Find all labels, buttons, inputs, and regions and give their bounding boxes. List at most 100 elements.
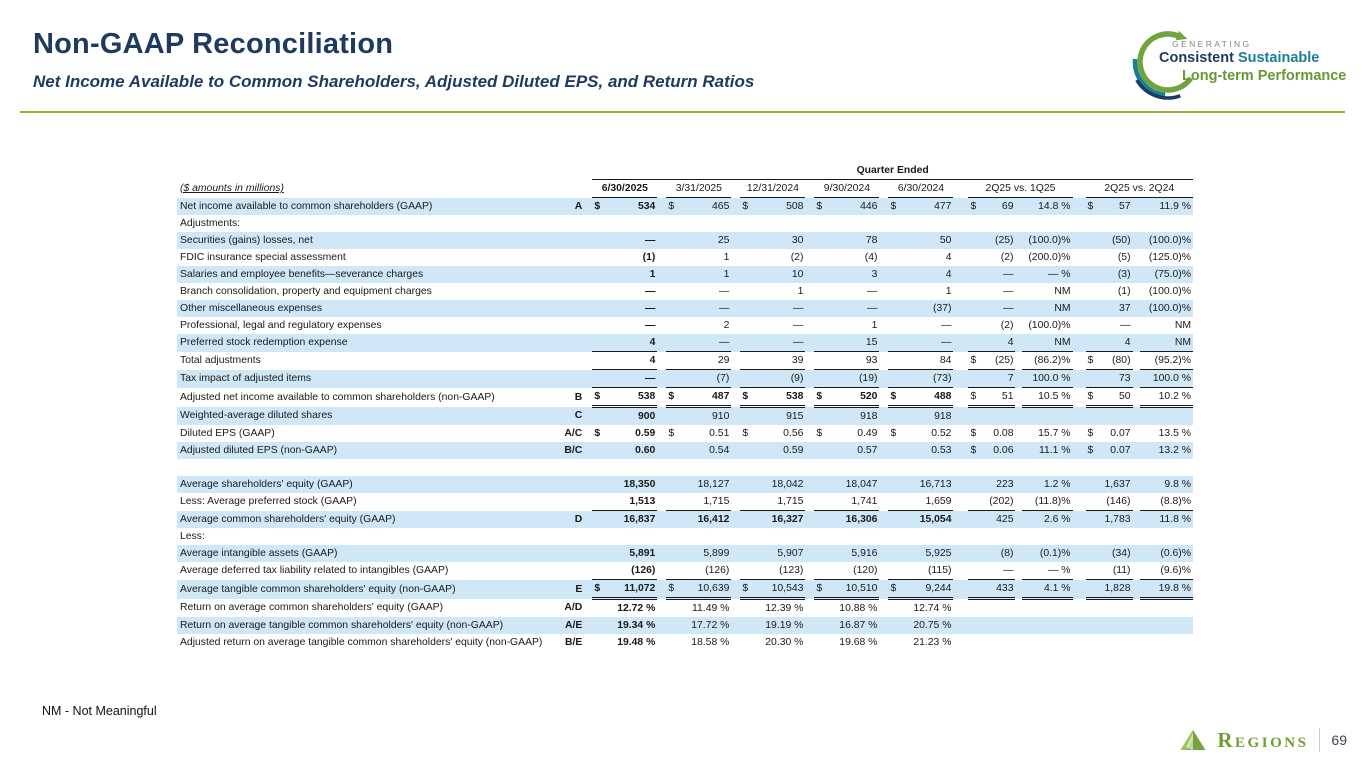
cell — [657, 300, 667, 317]
cell-value: 488 — [901, 387, 954, 408]
cell — [1132, 442, 1140, 459]
cell-dollar — [968, 634, 980, 651]
cell — [1015, 334, 1023, 352]
footer: Regions 69 — [1180, 724, 1347, 756]
cell-percent: (100.0)% — [1139, 232, 1193, 249]
cell-value: 223 — [980, 476, 1016, 493]
cell-value: — — [867, 286, 878, 297]
cell-dollar: $ — [740, 197, 754, 215]
cell-value: 18.58 % — [691, 637, 730, 648]
cell-dollar — [1085, 476, 1098, 493]
row-label: Adjusted diluted EPS (non-GAAP) — [177, 442, 561, 459]
cell-value — [980, 599, 1015, 618]
table-row: Less: Average preferred stock (GAAP) 1,51… — [177, 493, 1193, 511]
cell-value: (2) — [1000, 252, 1014, 263]
row-ref: A/E — [560, 617, 584, 634]
cell — [731, 579, 741, 599]
cell — [731, 300, 741, 317]
spacer-row — [177, 459, 1193, 476]
cell-dollar — [814, 232, 828, 249]
cell-dollar — [968, 215, 980, 232]
cell-dollar — [592, 617, 606, 634]
cell-percent: NM — [1139, 334, 1193, 352]
cell — [583, 197, 593, 215]
cell — [879, 300, 889, 317]
table-row: Average intangible assets (GAAP) 5,891 5,8… — [177, 545, 1193, 562]
cell — [953, 476, 969, 493]
cell — [1072, 579, 1086, 599]
cell-value — [1098, 528, 1133, 545]
cell-dollar — [666, 599, 679, 618]
cell-dollar — [666, 334, 680, 352]
page-subtitle: Net Income Available to Common Sharehold… — [33, 72, 755, 91]
cell — [879, 545, 889, 562]
cell-value: 17.72 % — [679, 617, 732, 634]
row-ref — [560, 528, 583, 545]
cell — [657, 215, 666, 232]
cell — [1073, 249, 1086, 266]
table-row: Return on average common shareholders' e… — [177, 599, 1193, 618]
cell — [731, 180, 740, 198]
cell-value: 0.49 — [857, 428, 878, 439]
cell-dollar — [666, 215, 679, 232]
cell — [1132, 617, 1140, 634]
cell-dollar — [814, 634, 827, 651]
cell-value: — — [793, 320, 804, 331]
cell — [953, 369, 969, 388]
cell-value: (126) — [605, 562, 658, 580]
cell — [1073, 425, 1086, 442]
cell-dollar: $ — [968, 442, 981, 459]
row-label: Total adjustments — [180, 355, 261, 366]
cell — [657, 562, 666, 580]
cell — [1073, 388, 1086, 407]
regions-pyramid-icon — [1180, 730, 1206, 750]
cell-dollar — [888, 442, 902, 459]
row-label: Average shareholders' equity (GAAP) — [177, 476, 561, 493]
cell-dollar — [888, 232, 902, 249]
cell-dollar — [740, 493, 754, 511]
cell-dollar — [968, 266, 981, 283]
cell — [805, 425, 814, 442]
cell-percent: 15.7 % — [1038, 428, 1071, 439]
cell — [953, 300, 969, 317]
cell-dollar — [888, 510, 902, 528]
cell-percent: NM — [1054, 286, 1071, 297]
cell-dollar — [1085, 406, 1098, 425]
cell-value: (25) — [980, 351, 1016, 370]
cell-value: — — [679, 300, 732, 317]
cell-percent — [1140, 599, 1193, 618]
cell-value: 1,715 — [679, 493, 732, 511]
cell-dollar — [1085, 369, 1098, 388]
cell-value: 465 — [679, 197, 732, 215]
cell-percent: 1.2 % — [1022, 476, 1073, 493]
cell-value: 12.39 % — [765, 603, 804, 614]
cell-value: (123) — [753, 562, 806, 580]
cell-value: 0.54 — [679, 442, 732, 459]
cell-dollar — [968, 406, 981, 425]
cell — [657, 528, 666, 545]
cell — [731, 317, 740, 334]
row-label: Diluted EPS (GAAP) — [180, 428, 275, 439]
row-ref — [560, 300, 584, 317]
cell — [657, 334, 667, 352]
cell-value — [827, 528, 879, 545]
cell — [657, 493, 666, 511]
cell — [1015, 388, 1022, 407]
cell-dollar — [592, 493, 606, 511]
table-row: Average shareholders' equity (GAAP) 18,35… — [177, 476, 1193, 493]
cell-percent: (100.0)% — [1139, 300, 1193, 317]
cell — [1015, 579, 1023, 599]
column-header: 6/30/2025 — [592, 179, 658, 198]
cell-value: — — [605, 369, 658, 388]
logo-word-sustainable: Sustainable — [1237, 50, 1320, 66]
cell-value: 16,306 — [827, 510, 880, 528]
cell — [805, 493, 814, 511]
cell-dollar — [888, 266, 902, 283]
table-row: Adjusted diluted EPS (non-GAAP) B/C 0.60 0.… — [177, 442, 1193, 459]
cell-value: (120) — [827, 562, 880, 580]
regions-wordmark: Regions — [1217, 727, 1309, 752]
cell-value: 2 — [723, 320, 730, 331]
cell-value: 5,916 — [827, 545, 880, 562]
cell-dollar: $ — [592, 197, 606, 215]
cell-dollar — [968, 334, 981, 352]
